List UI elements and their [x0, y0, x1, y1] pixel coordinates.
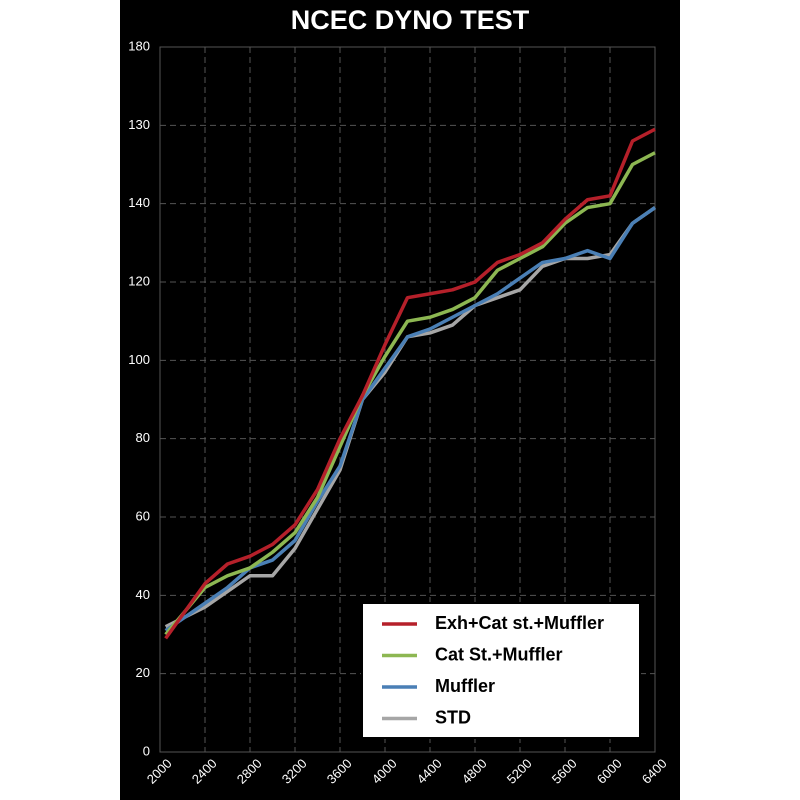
line-series: [164, 206, 656, 633]
chart-title: NCEC DYNO TEST: [291, 5, 530, 35]
y-tick-label: 60: [136, 508, 150, 523]
line-series: [164, 151, 656, 636]
y-tick-label: 180: [128, 38, 150, 53]
y-tick-label: 120: [128, 273, 150, 288]
y-tick-label: 0: [143, 743, 150, 758]
y-tick-label: 130: [128, 117, 150, 132]
line-series: [164, 127, 656, 640]
legend-label: STD: [435, 707, 471, 727]
legend: Exh+Cat st.+Muffler Cat St.+Muffler Muffle…: [361, 602, 641, 739]
y-tick-label: 80: [136, 430, 150, 445]
legend-label: Muffler: [435, 676, 495, 696]
y-tick-label: 40: [136, 587, 150, 602]
line-series: [164, 206, 656, 629]
legend-label: Exh+Cat st.+Muffler: [435, 613, 604, 633]
y-tick-label: 100: [128, 352, 150, 367]
legend-label: Cat St.+Muffler: [435, 644, 563, 664]
y-tick-label: 140: [128, 195, 150, 210]
y-tick-label: 20: [136, 665, 150, 680]
